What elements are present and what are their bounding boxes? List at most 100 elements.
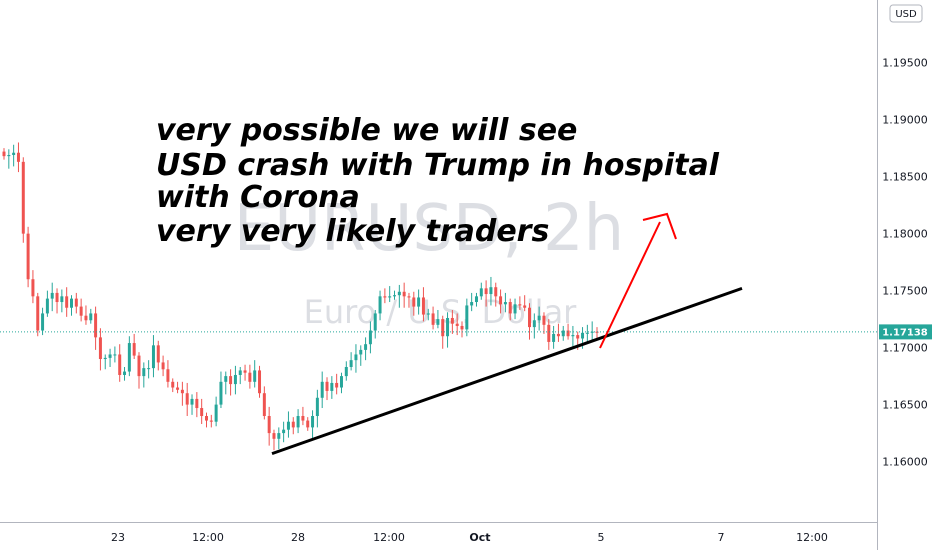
candle[interactable] xyxy=(508,298,512,321)
candle[interactable] xyxy=(171,378,175,393)
candle[interactable] xyxy=(258,365,262,398)
candle[interactable] xyxy=(393,290,397,300)
candle[interactable] xyxy=(335,373,339,395)
candle[interactable] xyxy=(325,377,329,401)
candle[interactable] xyxy=(127,336,131,377)
candle[interactable] xyxy=(45,290,49,317)
candle[interactable] xyxy=(547,319,551,350)
candle[interactable] xyxy=(253,360,257,388)
candle[interactable] xyxy=(354,344,358,373)
candle[interactable] xyxy=(349,352,353,371)
candle[interactable] xyxy=(272,429,276,451)
candle[interactable] xyxy=(301,406,305,426)
candle[interactable] xyxy=(513,298,517,320)
candle[interactable] xyxy=(137,352,141,389)
candle[interactable] xyxy=(436,310,440,329)
candle[interactable] xyxy=(238,366,242,385)
candle[interactable] xyxy=(571,325,575,349)
candle[interactable] xyxy=(450,310,454,334)
candle[interactable] xyxy=(556,323,560,342)
candle[interactable] xyxy=(499,289,503,314)
time-axis[interactable]: 23 12:00 28 12:00 Oct 5 7 12:00 xyxy=(0,522,877,545)
candle[interactable] xyxy=(31,270,35,304)
candle[interactable] xyxy=(402,282,406,308)
candle[interactable] xyxy=(523,295,527,312)
candle[interactable] xyxy=(70,295,73,316)
candle[interactable] xyxy=(176,381,180,394)
candle[interactable] xyxy=(108,348,112,367)
candle[interactable] xyxy=(489,276,493,306)
candle[interactable] xyxy=(552,325,556,349)
candle[interactable] xyxy=(118,344,122,382)
candle[interactable] xyxy=(407,292,411,308)
candle[interactable] xyxy=(518,296,522,311)
candle[interactable] xyxy=(161,355,165,377)
candle[interactable] xyxy=(233,365,237,395)
candle[interactable] xyxy=(123,366,127,381)
candle[interactable] xyxy=(532,313,536,339)
candle[interactable] xyxy=(484,280,488,307)
candle[interactable] xyxy=(79,298,83,322)
candle[interactable] xyxy=(339,372,343,394)
candle[interactable] xyxy=(209,414,213,428)
candle[interactable] xyxy=(286,411,290,438)
candle[interactable] xyxy=(494,282,498,307)
candle[interactable] xyxy=(426,308,430,321)
candles[interactable] xyxy=(2,142,599,451)
candle[interactable] xyxy=(200,398,204,424)
candle[interactable] xyxy=(590,321,594,341)
candle[interactable] xyxy=(561,325,565,341)
trendline[interactable] xyxy=(271,286,743,456)
candle[interactable] xyxy=(378,290,382,321)
candle[interactable] xyxy=(65,287,69,317)
candle[interactable] xyxy=(142,362,146,388)
candle[interactable] xyxy=(315,389,319,428)
candle[interactable] xyxy=(190,394,194,415)
candle[interactable] xyxy=(503,292,507,313)
candle[interactable] xyxy=(291,417,295,435)
candle[interactable] xyxy=(204,412,208,428)
candle[interactable] xyxy=(330,376,334,399)
price-axis[interactable]: 1.19500 1.19000 1.18500 1.18000 1.17500 1.170… xyxy=(877,0,932,550)
candle[interactable] xyxy=(89,308,93,324)
candle[interactable] xyxy=(41,307,45,336)
annotation-text[interactable]: very possible we will see USD crash with… xyxy=(156,113,720,249)
candle[interactable] xyxy=(12,144,16,167)
candle[interactable] xyxy=(344,361,348,381)
candle[interactable] xyxy=(214,396,218,427)
candle[interactable] xyxy=(397,284,401,308)
candle[interactable] xyxy=(267,406,271,446)
candle[interactable] xyxy=(98,328,102,371)
candle[interactable] xyxy=(460,321,464,338)
candle[interactable] xyxy=(103,354,107,370)
candle[interactable] xyxy=(224,371,228,395)
candle[interactable] xyxy=(21,157,25,243)
candle[interactable] xyxy=(282,421,286,443)
candle[interactable] xyxy=(185,382,189,417)
candle[interactable] xyxy=(388,286,392,303)
candle[interactable] xyxy=(296,409,300,434)
candle[interactable] xyxy=(113,346,117,363)
candle[interactable] xyxy=(479,282,483,300)
candle[interactable] xyxy=(306,417,310,431)
candle[interactable] xyxy=(311,410,315,440)
candle[interactable] xyxy=(412,291,416,316)
candle[interactable] xyxy=(417,289,421,315)
candle[interactable] xyxy=(566,323,570,340)
candle[interactable] xyxy=(7,149,11,169)
candle[interactable] xyxy=(60,289,64,313)
candle[interactable] xyxy=(132,333,136,360)
candle[interactable] xyxy=(74,292,78,314)
candle[interactable] xyxy=(243,364,247,381)
candle[interactable] xyxy=(50,282,54,312)
candle[interactable] xyxy=(195,392,199,418)
candle[interactable] xyxy=(431,306,435,330)
candle[interactable] xyxy=(36,292,40,337)
candle[interactable] xyxy=(364,337,368,361)
candle[interactable] xyxy=(441,315,445,349)
candle[interactable] xyxy=(359,345,363,366)
candle[interactable] xyxy=(151,335,155,378)
candle[interactable] xyxy=(248,364,252,389)
candle[interactable] xyxy=(2,148,6,160)
